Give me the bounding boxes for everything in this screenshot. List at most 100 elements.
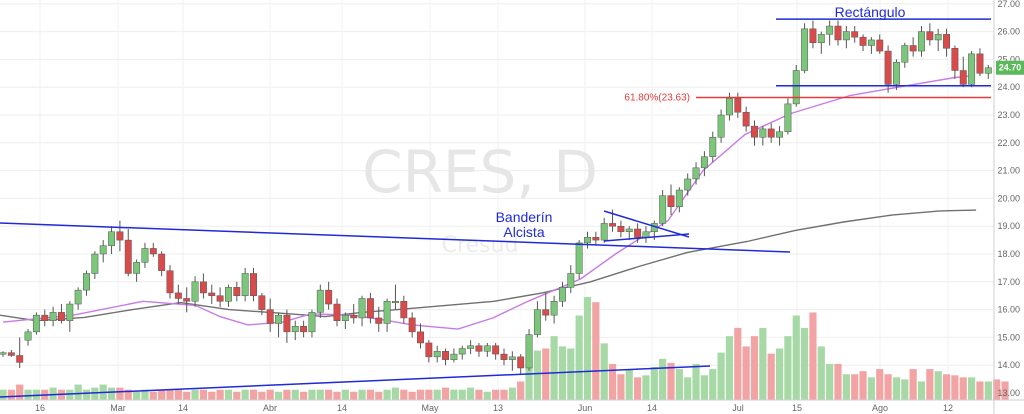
candle-body <box>32 314 40 333</box>
volume-bar <box>74 384 82 400</box>
candle-body <box>809 28 817 43</box>
candle <box>108 226 115 254</box>
candle-body <box>884 50 892 85</box>
volume-bar <box>16 384 24 400</box>
candle-body <box>467 345 475 349</box>
candle <box>158 251 166 277</box>
candle <box>600 217 608 243</box>
volume-bar <box>634 377 642 400</box>
candle-body <box>659 195 667 224</box>
volume-bar <box>0 389 7 400</box>
candle <box>817 31 825 54</box>
candle-body <box>0 352 7 355</box>
candle-body <box>133 262 141 274</box>
candle <box>408 312 416 338</box>
candle-body <box>634 228 642 238</box>
volume-bar <box>308 389 316 400</box>
candle-body <box>191 281 199 302</box>
candle <box>884 45 892 93</box>
candle <box>358 295 366 327</box>
candle-body <box>442 351 450 360</box>
volume-bar <box>475 389 483 400</box>
volume-bar <box>533 350 541 400</box>
candle-body <box>642 231 650 238</box>
fib-label: 61.80%(23.63) <box>624 92 690 103</box>
candle-body <box>751 125 758 138</box>
candle-body <box>475 345 483 352</box>
x-tick-label: 13 <box>493 403 503 413</box>
candle-body <box>124 239 132 274</box>
candle <box>58 304 65 324</box>
volume-bar <box>859 371 867 400</box>
volume-bar <box>291 389 299 400</box>
candle-body <box>859 36 867 46</box>
volume-bar <box>258 391 266 400</box>
candle-body <box>901 45 909 63</box>
candle <box>300 320 308 338</box>
volume-bar <box>425 389 433 400</box>
candle-body <box>976 53 984 74</box>
pennant-lower <box>603 233 690 242</box>
volume-bar <box>650 367 658 400</box>
volume-bar <box>107 387 116 400</box>
volume-bar <box>817 346 825 400</box>
volume-bar <box>525 358 533 400</box>
candle-body <box>826 25 834 35</box>
candle-body <box>58 312 65 321</box>
candle-body <box>49 312 57 321</box>
volume-bar <box>325 389 333 400</box>
candle <box>141 242 149 268</box>
candle <box>717 109 725 143</box>
volume-bar <box>692 363 700 400</box>
candle-body <box>308 312 316 333</box>
candle-body <box>241 273 249 296</box>
candle <box>542 292 550 321</box>
candle-body <box>951 48 959 71</box>
volume-bar <box>709 369 717 400</box>
x-tick-label: 14 <box>178 403 188 413</box>
candle-body <box>16 355 24 363</box>
candle-body <box>542 309 550 316</box>
candle <box>508 351 516 371</box>
candle <box>675 187 683 213</box>
candle-body <box>684 178 692 191</box>
volume-bar <box>775 348 784 400</box>
candle <box>475 342 483 357</box>
candle-body <box>41 314 49 321</box>
volume-bar <box>667 362 675 400</box>
volume-bar <box>492 389 500 400</box>
candle-body <box>617 225 625 233</box>
candle <box>559 281 566 307</box>
volume-bar <box>867 377 875 400</box>
candle <box>909 37 917 57</box>
candle <box>83 270 90 296</box>
candle-body <box>500 353 508 360</box>
candle <box>634 223 642 243</box>
candle-body <box>258 295 266 310</box>
candle <box>483 342 491 357</box>
candle-body <box>66 303 74 321</box>
volume-bar <box>575 315 583 400</box>
volume-bar <box>592 302 600 400</box>
candle <box>241 267 249 302</box>
candle <box>24 329 32 346</box>
volume-bar <box>82 389 91 400</box>
volume-bar <box>617 374 625 400</box>
candle <box>926 23 934 46</box>
volume-bar <box>583 297 592 400</box>
candle <box>325 281 333 310</box>
volume-bar <box>901 379 909 400</box>
candle-body <box>817 34 825 43</box>
candle <box>784 98 792 135</box>
y-tick-label: 14.00 <box>997 360 1020 370</box>
volume-bar <box>158 389 166 400</box>
candle-body <box>959 70 967 85</box>
pennant-upper <box>603 210 690 238</box>
candle-body <box>350 314 358 319</box>
candle <box>433 345 441 363</box>
candle-body <box>675 189 683 207</box>
candle-body <box>767 128 775 138</box>
candle-body <box>358 298 366 319</box>
